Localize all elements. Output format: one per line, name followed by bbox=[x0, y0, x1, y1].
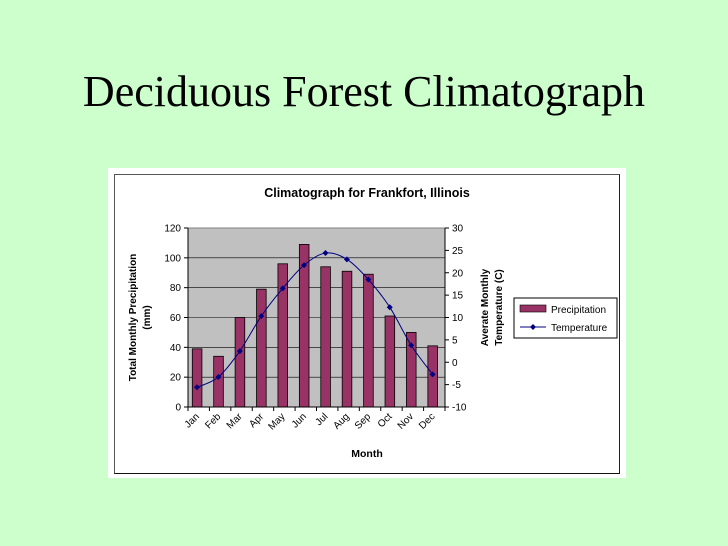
chart-title: Climatograph for Frankfort, Illinois bbox=[264, 186, 470, 200]
y-axis-title: Total Monthly Precipitation bbox=[128, 254, 139, 382]
precipitation-bar bbox=[256, 288, 267, 408]
temperature-marker bbox=[322, 250, 329, 257]
temperature-marker bbox=[301, 262, 308, 269]
legend-precipitation-swatch bbox=[519, 304, 547, 313]
chart-container: Climatograph for Frankfort, Illinois 0 20 4… bbox=[114, 174, 620, 474]
y-tick-label: 60 bbox=[170, 313, 182, 324]
temperature-marker bbox=[279, 285, 286, 292]
temperature-marker bbox=[215, 374, 222, 381]
x-tick-label: Aug bbox=[331, 411, 351, 431]
y-tick-label: 20 bbox=[170, 373, 182, 384]
temperature-marker bbox=[429, 371, 436, 378]
climatograph-chart: Climatograph for Frankfort, Illinois 0 20 4… bbox=[128, 186, 618, 460]
legend-temperature-marker bbox=[530, 324, 536, 330]
y2-tick-label: -5 bbox=[452, 380, 461, 391]
precipitation-bar bbox=[191, 348, 203, 408]
y2-tick-label: 5 bbox=[452, 335, 458, 346]
y-tick-label: 120 bbox=[164, 224, 181, 235]
temperature-line bbox=[196, 252, 433, 388]
y2-tick-label: 30 bbox=[452, 224, 464, 235]
y2-axis-title-unit: Temperature (C) bbox=[494, 269, 505, 346]
y-tick-label: 0 bbox=[175, 403, 181, 414]
x-tick-label: Jun bbox=[290, 411, 309, 430]
x-tick-label: Mar bbox=[225, 411, 245, 431]
y2-tick-label: 25 bbox=[452, 246, 464, 257]
temperature-marker bbox=[408, 342, 415, 349]
y-axis-title-unit: (mm) bbox=[142, 305, 153, 329]
x-axis-title: Month bbox=[351, 448, 383, 460]
precipitation-bar bbox=[213, 355, 224, 408]
x-tick-label: May bbox=[266, 411, 287, 432]
precipitation-bar bbox=[277, 263, 288, 408]
y2-tick-label: 15 bbox=[452, 291, 464, 302]
temperature-marker bbox=[386, 304, 393, 311]
slide-title: Deciduous Forest Climatograph bbox=[82, 67, 646, 116]
precipitation-bar bbox=[363, 273, 374, 408]
precipitation-bar bbox=[234, 317, 246, 408]
y2-tick-label: -10 bbox=[452, 403, 467, 414]
temperature-marker bbox=[258, 313, 265, 320]
precipitation-bar bbox=[320, 266, 331, 408]
temperature-marker bbox=[236, 348, 243, 355]
x-tick-label: Jul bbox=[314, 411, 331, 428]
temperature-marker bbox=[193, 384, 200, 391]
x-tick-label: Nov bbox=[396, 411, 416, 431]
y-tick-label: 80 bbox=[170, 283, 182, 294]
y-tick-label: 40 bbox=[170, 343, 182, 354]
x-tick-label: Jan bbox=[183, 411, 202, 430]
x-tick-label: Feb bbox=[203, 411, 223, 431]
legend-box bbox=[513, 297, 618, 339]
temperature-marker bbox=[343, 256, 350, 263]
precipitation-bar bbox=[298, 244, 310, 408]
y2-tick-label: 0 bbox=[452, 358, 458, 369]
y2-axis-title: Averate Monthly bbox=[480, 268, 491, 346]
y2-tick-label: 20 bbox=[452, 268, 464, 279]
precipitation-bar bbox=[384, 315, 396, 408]
y-tick-label: 100 bbox=[164, 253, 181, 264]
x-tick-label: Apr bbox=[247, 411, 266, 430]
y2-tick-label: 10 bbox=[452, 313, 464, 324]
x-tick-label: Dec bbox=[417, 411, 437, 431]
legend-precipitation-label: Precipitation bbox=[551, 305, 606, 316]
precipitation-bar bbox=[341, 270, 353, 408]
x-tick-label: Oct bbox=[376, 411, 395, 430]
legend-temperature-label: Temperature bbox=[551, 323, 608, 334]
temperature-marker bbox=[365, 276, 372, 283]
x-tick-label: Sep bbox=[353, 411, 374, 432]
